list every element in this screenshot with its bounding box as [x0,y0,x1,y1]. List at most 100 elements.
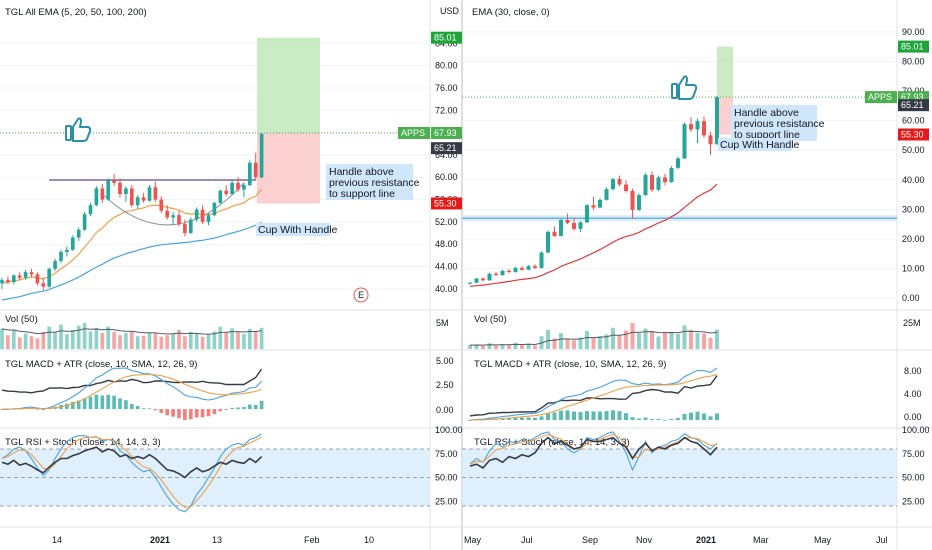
candle-body [218,190,223,203]
candle-body [165,210,170,218]
macd-histogram-bar [171,409,175,417]
candle-body [106,180,111,200]
right-rsi-title: TGL RSI + Stoch (close, 14, 14, 3, 3) [474,437,630,448]
price-tick-label: 60.00 [902,116,925,126]
volume-bar [571,340,577,349]
volume-ma-line [469,330,718,346]
macd-histogram-bar [159,409,164,413]
price-tick-label: 40.00 [435,284,458,294]
macd-histogram-bar [604,410,609,420]
candle-body [259,133,264,178]
candle-body [493,273,499,276]
target-price-badge-bg [431,31,462,44]
volume-bar [129,331,134,349]
macd-histogram-bar [467,420,473,421]
thumb-cuff [65,125,72,141]
rsi-tick-label: 100.00 [902,425,930,435]
volume-bar [682,325,687,349]
volume-bar [597,336,603,349]
volume-bar [100,333,105,349]
macd-histogram-bar [129,403,134,410]
time-label: 13 [212,535,222,545]
price-tick-label: 48.00 [435,239,458,249]
candle-body [76,229,81,238]
macd-histogram-bar [47,408,52,410]
macd-histogram-bar [82,398,87,410]
last-price-badge: 65.21 [901,100,924,110]
candle-body [212,202,217,216]
time-label: Sep [582,535,598,545]
candle-body [675,158,681,168]
macd-histogram-bar [88,396,93,410]
pattern-label-bg [256,223,330,236]
macd-histogram-bar [662,419,668,421]
candle-body [474,278,479,283]
volume-bar [493,345,499,349]
candle-body [171,215,175,218]
volume-bar [236,331,240,349]
volume-bar [171,333,175,349]
volume-bar [194,333,199,349]
volume-bar [552,338,557,349]
macd-histogram-bar [65,403,69,410]
candle-body [159,199,164,211]
volume-bar [70,329,75,349]
candle-body [17,275,22,278]
stop-zone [257,132,320,204]
volume-bar [147,332,152,349]
candle-body [29,272,34,275]
candle-body [0,279,4,284]
resistance-callout-text: Handle above [329,166,394,178]
macd-signal-line [469,374,718,421]
pattern-label: Cup With Handle [258,224,338,236]
rsi-tick-label: 50.00 [435,473,458,483]
candle-body [53,260,57,269]
volume-bar [6,335,10,349]
macd-histogram-bar [532,417,538,420]
macd-histogram-bar [630,417,635,420]
candle-body [88,205,93,215]
macd-histogram-bar [70,402,75,410]
macd-histogram-bar [591,411,596,420]
candle-body [630,190,635,210]
price-tick-label: 10.00 [902,264,925,274]
volume-bar [545,329,551,349]
macd-histogram-bar [526,417,531,420]
candle-body [597,199,603,208]
resistance-callout-bg [731,105,817,141]
right-time-axis: May Jul Sep Nov 2021 Mar May Jul [464,535,888,545]
macd-histogram-bar [206,409,211,417]
macd-histogram-bar [565,410,570,420]
time-label: 14 [52,535,62,545]
macd-histogram-bar [708,416,713,420]
macd-histogram-bar [539,416,544,420]
volume-bar [177,329,181,349]
volume-bar [500,343,505,349]
thumbs-up-icon [65,117,92,142]
right-chart-title: EMA (30, close, 0) [472,7,550,18]
resistance-callout-text: to support line [329,188,395,200]
volume-bar [135,336,140,349]
macd-histogram-bar [218,409,223,412]
volume-bar [118,335,122,349]
macd-histogram-bar [188,409,193,420]
candle-body [100,188,105,200]
volume-bar [106,326,111,349]
candle-body [656,177,661,190]
candle-body [669,167,674,183]
stop-price-badge: 55.30 [901,129,924,139]
volume-bar [188,332,193,349]
candle-body [141,197,146,201]
volume-bar [183,336,187,349]
candle-body [253,162,258,178]
candle-body [65,249,69,253]
stoch-k-line [1,433,262,513]
last-price-badge: 65.21 [434,143,457,153]
volume-bar [253,331,258,349]
candle-body [200,209,205,222]
ema-line [1,188,263,284]
left-currency-label: USD [440,6,460,16]
volume-bar [141,335,146,349]
current-price-badge: 67.93 [901,92,924,102]
